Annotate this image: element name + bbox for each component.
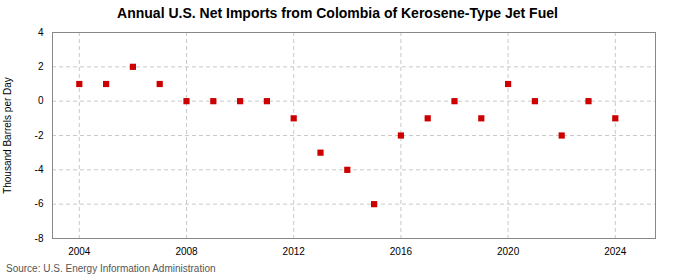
svg-text:-6: -6 [35, 198, 44, 209]
svg-text:2: 2 [38, 61, 44, 72]
svg-text:2004: 2004 [68, 246, 91, 257]
svg-text:2012: 2012 [283, 246, 306, 257]
html-text:Source: U.S. Energy Informatio: Source: U.S. Energy Information Administ… [6, 263, 216, 274]
svg-text:2008: 2008 [175, 246, 198, 257]
svg-text:-2: -2 [35, 130, 44, 141]
svg-text:-4: -4 [35, 164, 44, 175]
svg-text:0: 0 [38, 95, 44, 106]
svg-text:2024: 2024 [604, 246, 627, 257]
svg-text:4: 4 [38, 27, 44, 38]
svg-text:Thousand Barrels per Day: Thousand Barrels per Day [2, 77, 13, 194]
svg-text:2020: 2020 [497, 246, 520, 257]
svg-text:2016: 2016 [390, 246, 413, 257]
svg-text:-8: -8 [35, 233, 44, 244]
html-text:Annual U.S. Net Imports from C: Annual U.S. Net Imports from Colombia of… [117, 5, 558, 21]
